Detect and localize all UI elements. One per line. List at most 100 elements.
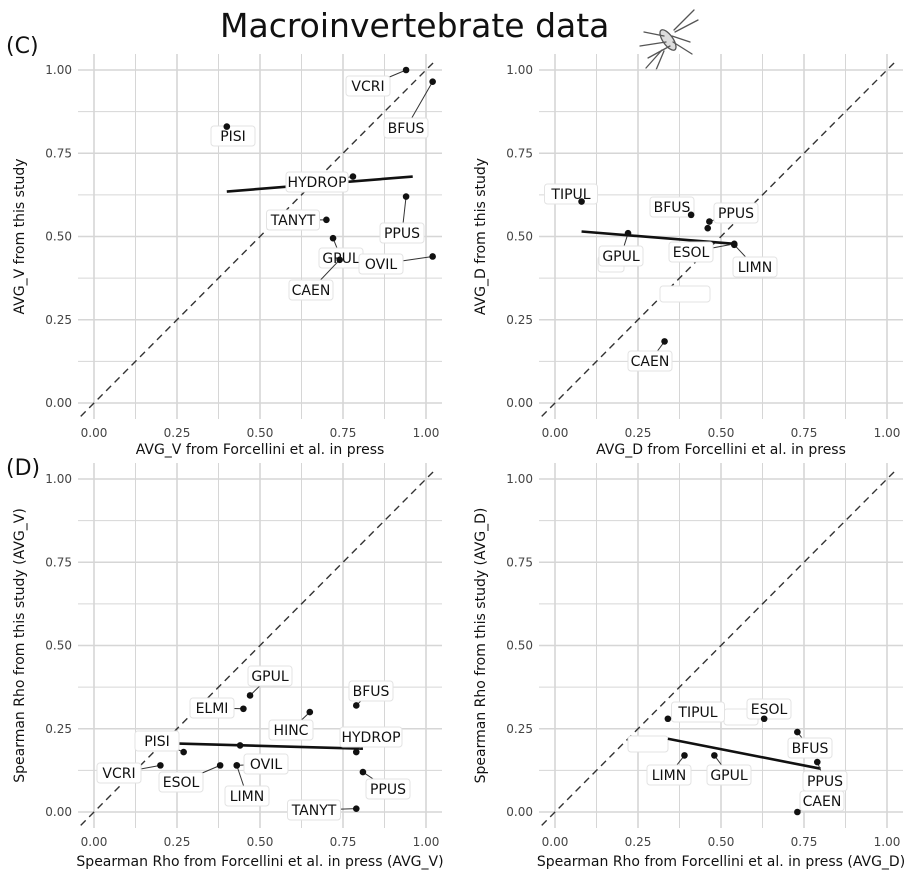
data-point — [349, 173, 357, 180]
point-label: PPUS — [807, 774, 843, 790]
label-box-empty — [627, 735, 669, 753]
panel-tag-d: (D) — [6, 456, 41, 481]
point-label: BFUS — [792, 741, 829, 757]
y-tick-label: 0.25 — [45, 722, 72, 736]
figure-title: Macroinvertebrate data — [220, 6, 610, 45]
x-tick-label: 0.00 — [542, 835, 569, 849]
point-label-box — [746, 698, 792, 720]
data-point — [704, 224, 712, 232]
data-point — [661, 338, 668, 345]
scatter-panel-avg-v: 0.00 0.25 0.50 0.75 1.00 0.00 0.25 0.50 0.75 1.00… — [12, 54, 442, 458]
point-label: VCRI — [102, 766, 135, 782]
point-label-box — [598, 245, 644, 267]
point-label: HYDROP — [341, 730, 400, 746]
point-label-box — [799, 790, 845, 812]
point-label: GPUL — [251, 669, 289, 685]
data-point — [323, 216, 330, 224]
y-tick-label: 1.00 — [45, 472, 72, 486]
y-tick-label: 0.50 — [45, 639, 72, 653]
y-tick-label: 0.75 — [45, 146, 72, 160]
y-tick-label: 0.75 — [506, 555, 533, 569]
data-point — [240, 705, 247, 713]
point-label: TIPUL — [550, 187, 590, 203]
data-point — [664, 715, 672, 723]
point-label: LIMN — [230, 789, 264, 805]
x-tick-label: 0.50 — [247, 426, 274, 440]
point-label: BFUS — [353, 684, 390, 700]
point-label-box — [348, 680, 394, 702]
point-label: TANYT — [291, 803, 337, 819]
x-axis-title: AVG_D from Forcellini et al. in press — [596, 442, 846, 458]
panel-tag-c: (C) — [6, 34, 39, 59]
y-tick-label: 0.50 — [45, 230, 72, 244]
point-label-box — [379, 222, 425, 244]
data-point — [352, 805, 360, 812]
y-tick-label: 0.00 — [506, 396, 533, 410]
y-tick-label: 0.75 — [45, 555, 72, 569]
data-point — [329, 234, 337, 242]
data-point — [760, 715, 768, 723]
point-label: PISI — [220, 129, 246, 145]
data-point — [336, 256, 343, 264]
insect-icon — [639, 9, 699, 71]
data-point — [578, 198, 585, 205]
x-tick-label: 0.00 — [81, 835, 108, 849]
point-label-box — [96, 762, 142, 784]
point-label: ESOL — [163, 775, 200, 791]
x-tick-label: 0.25 — [164, 426, 191, 440]
y-tick-label: 0.25 — [45, 313, 72, 327]
label-box-empty — [659, 285, 711, 303]
x-tick-label: 1.00 — [413, 835, 440, 849]
y-axis-title: AVG_D from this study — [473, 158, 489, 315]
point-label: LIMN — [652, 768, 686, 784]
point-label: ESOL — [751, 702, 788, 718]
point-label-box — [210, 125, 256, 147]
point-label-box — [787, 737, 833, 759]
scatter-panel-rho-d: 0.00 0.25 0.50 0.75 1.00 0.00 0.25 0.50 0.75 1.00… — [473, 463, 905, 870]
point-label-box — [732, 256, 778, 278]
point-label-box — [134, 730, 180, 752]
point-label-box — [287, 799, 341, 821]
point-label: TIPUL — [677, 705, 717, 721]
point-label: GPUL — [602, 249, 640, 265]
y-tick-label: 0.50 — [506, 639, 533, 653]
point-label: OVIL — [250, 757, 282, 773]
point-label: LIMN — [738, 260, 772, 276]
x-tick-label: 0.75 — [791, 835, 818, 849]
point-label-box — [285, 171, 349, 193]
data-point — [813, 758, 821, 766]
point-label-box — [365, 778, 411, 800]
point-label-box — [671, 701, 725, 723]
y-axis-title: Spearman Rho from this study (AVG_V) — [12, 508, 28, 783]
point-label-box — [266, 209, 320, 231]
x-tick-label: 0.50 — [708, 835, 735, 849]
data-point — [359, 768, 367, 776]
data-point — [681, 752, 688, 759]
x-tick-label: 0.25 — [625, 835, 652, 849]
data-point — [223, 123, 231, 130]
data-point — [794, 808, 801, 816]
point-label-box — [345, 75, 391, 97]
point-label: PPUS — [370, 782, 406, 798]
point-label: GPUL — [710, 768, 748, 784]
point-label: ELMI — [196, 701, 229, 717]
data-point — [687, 211, 695, 219]
point-label: CAEN — [292, 283, 331, 299]
point-label-box — [268, 719, 314, 741]
point-label-box — [358, 253, 404, 275]
data-point — [794, 728, 801, 736]
regression-line — [160, 741, 363, 751]
data-point — [352, 748, 360, 756]
data-point — [246, 692, 254, 699]
point-label-box — [224, 785, 270, 807]
point-label: PPUS — [384, 226, 420, 242]
y-tick-label: 1.00 — [45, 63, 72, 77]
x-tick-label: 0.50 — [247, 835, 274, 849]
point-label: BFUS — [654, 200, 691, 216]
y-tick-label: 1.00 — [506, 472, 533, 486]
x-axis-title: AVG_V from Forcellini et al. in press — [136, 442, 385, 458]
y-tick-label: 0.25 — [506, 722, 533, 736]
point-label: PPUS — [718, 206, 754, 222]
x-tick-label: 1.00 — [874, 426, 901, 440]
